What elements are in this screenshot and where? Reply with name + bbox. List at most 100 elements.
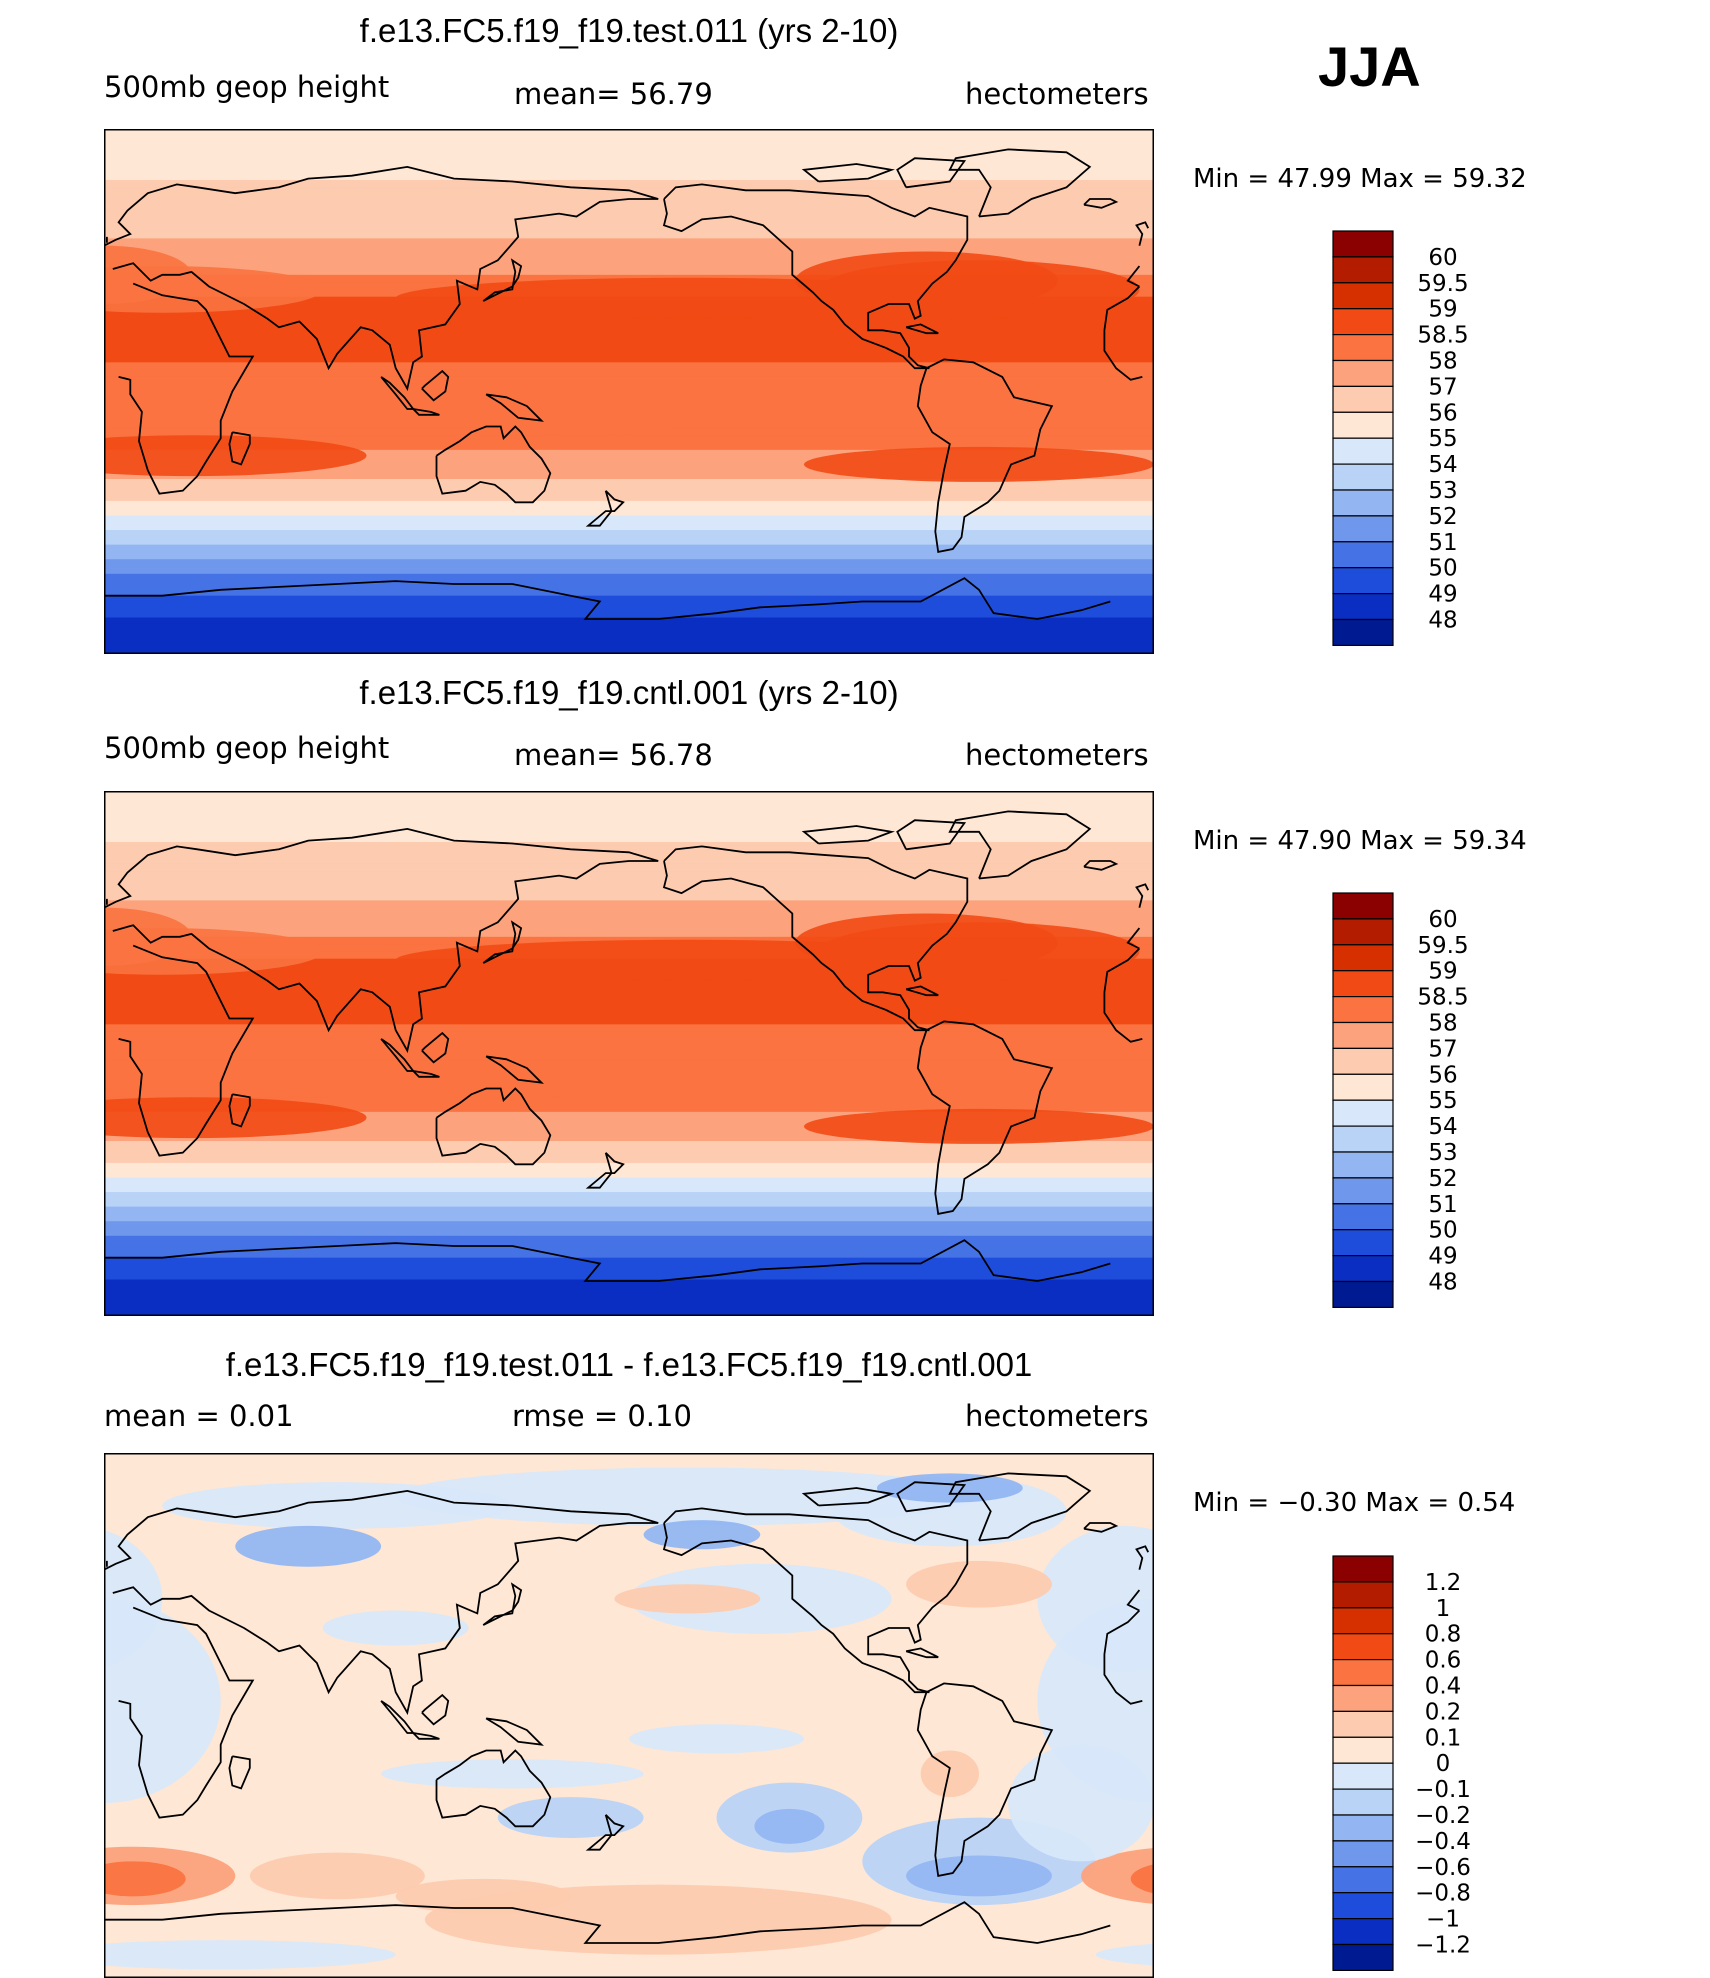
colorbar-box: [1332, 333, 1394, 362]
colorbar-box: [1332, 1125, 1394, 1153]
contour-band: [104, 1155, 1154, 1164]
contour-band: [104, 1264, 1154, 1273]
contour-band: [104, 1097, 1154, 1106]
colorbar-tick-label: 58.5: [1417, 323, 1468, 349]
contour-band: [104, 849, 1154, 858]
coastline: [118, 282, 1143, 495]
contour-band: [104, 1046, 1154, 1055]
coastline: [421, 1693, 450, 1726]
colorbar-tick-label: 1: [1436, 1596, 1451, 1622]
colorbar-tick-label: 56: [1428, 1062, 1457, 1088]
panel-3-colorbar: 1.2 1 0.8 0.6 0.4 0.2 0.1 0 −0.1 −0.2 −0.4 −0.6 −0.8…: [1331, 1554, 1531, 1971]
contour-band: [104, 544, 1154, 553]
coastline: [118, 944, 1143, 1157]
contour-band: [104, 639, 1154, 648]
anomaly-cell: [322, 1610, 469, 1646]
contour-band: [104, 1002, 1154, 1011]
coastline: [801, 1487, 895, 1507]
colorbar-box: [1332, 1280, 1394, 1308]
coastline: [435, 1749, 552, 1828]
colorbar-tick-label: 0.2: [1425, 1699, 1462, 1725]
contour-band: [104, 1148, 1154, 1157]
colorbar-tick-label: 54: [1428, 1114, 1457, 1140]
high-cell: [503, 417, 667, 436]
contour-band: [104, 172, 1154, 181]
contour-band: [104, 871, 1154, 880]
contour-band: [104, 1075, 1154, 1084]
colorbar-box: [1332, 1555, 1394, 1583]
coastline: [896, 819, 967, 851]
contour-band: [104, 537, 1154, 546]
contour-band: [104, 530, 1154, 538]
anomaly-cell: [381, 1759, 644, 1789]
anomaly-cell: [1008, 1744, 1154, 1862]
colorbar-tick-label: 56: [1428, 400, 1457, 426]
panel-2-variable: 500mb geop height: [104, 731, 390, 765]
panel-3-rmse: rmse = 0.10: [512, 1399, 692, 1433]
contour-band: [104, 1031, 1154, 1040]
contour-band: [104, 406, 1154, 414]
contour-band: [104, 602, 1154, 611]
contour-band: [104, 260, 1154, 269]
colorbar-box: [1332, 593, 1394, 621]
panel-2-contour-field: [104, 791, 1154, 1316]
colorbar-box: [1332, 541, 1394, 569]
colorbar-tick-label: 58: [1428, 349, 1457, 375]
coastline: [412, 1070, 440, 1078]
panel-1-min-max: Min = 47.99 Max = 59.32: [1193, 164, 1527, 194]
contour-band: [104, 573, 1154, 582]
contour-band: [104, 885, 1154, 894]
contour-band: [104, 1235, 1154, 1244]
colorbar-tick-label: 57: [1428, 1036, 1457, 1062]
contour-band: [104, 223, 1154, 232]
colorbar-tick-label: 50: [1428, 556, 1457, 582]
colorbar-tick-label: 55: [1428, 1088, 1457, 1114]
contour-band: [104, 566, 1154, 575]
contour-band: [104, 1024, 1154, 1033]
colorbar-tick-label: 58.5: [1417, 985, 1468, 1011]
colorbar-tick-label: 50: [1428, 1218, 1457, 1244]
contour-band: [104, 791, 1154, 799]
contour-band: [104, 827, 1154, 836]
colorbar-box: [1332, 1633, 1394, 1661]
map-frame: [104, 791, 1154, 1316]
coastline: [485, 1717, 544, 1746]
pressure-highs: [104, 907, 1154, 1144]
anomaly-cell: [1130, 1864, 1154, 1894]
anomaly-cell: [497, 1797, 644, 1838]
coastline: [585, 1814, 625, 1851]
panel-2-title: f.e13.FC5.f19_f19.cntl.001 (yrs 2-10): [359, 674, 899, 711]
colorbar-tick-label: 53: [1428, 1140, 1457, 1166]
colorbar-tick-label: 52: [1428, 504, 1457, 530]
contour-band: [104, 559, 1154, 568]
contour-band: [104, 1250, 1154, 1259]
colorbar-tick-label: 59.5: [1417, 271, 1468, 297]
colorbar-box: [1332, 1892, 1394, 1920]
colorbar-box: [1332, 1047, 1394, 1075]
colorbar-tick-label: 60: [1428, 245, 1457, 271]
coastline: [104, 577, 1111, 620]
anomaly-cell: [249, 1852, 425, 1900]
high-cell: [395, 277, 980, 319]
coastline: [801, 163, 895, 183]
coastline: [228, 431, 251, 466]
anomaly-cell: [643, 1520, 761, 1550]
contour-band: [104, 632, 1154, 641]
contour-band: [104, 922, 1154, 931]
contour-band: [104, 588, 1154, 597]
panel-1-title: f.e13.FC5.f19_f19.test.011 (yrs 2-10): [359, 12, 899, 49]
anomaly-cell: [876, 1473, 1023, 1503]
anomaly-cell: [104, 1940, 396, 1970]
panel-3-map: [104, 1453, 1154, 1978]
contour-band: [104, 1257, 1154, 1266]
coastline: [801, 825, 895, 845]
coastline: [1083, 1522, 1119, 1533]
contour-band: [104, 1068, 1154, 1076]
coastline: [948, 1472, 1092, 1542]
colorbar-box: [1332, 515, 1394, 543]
colorbar-tick-label: 49: [1428, 582, 1457, 608]
colorbar-box: [1332, 1099, 1394, 1127]
contour-band: [104, 624, 1154, 633]
coastline: [905, 323, 939, 335]
high-cell: [395, 939, 980, 981]
